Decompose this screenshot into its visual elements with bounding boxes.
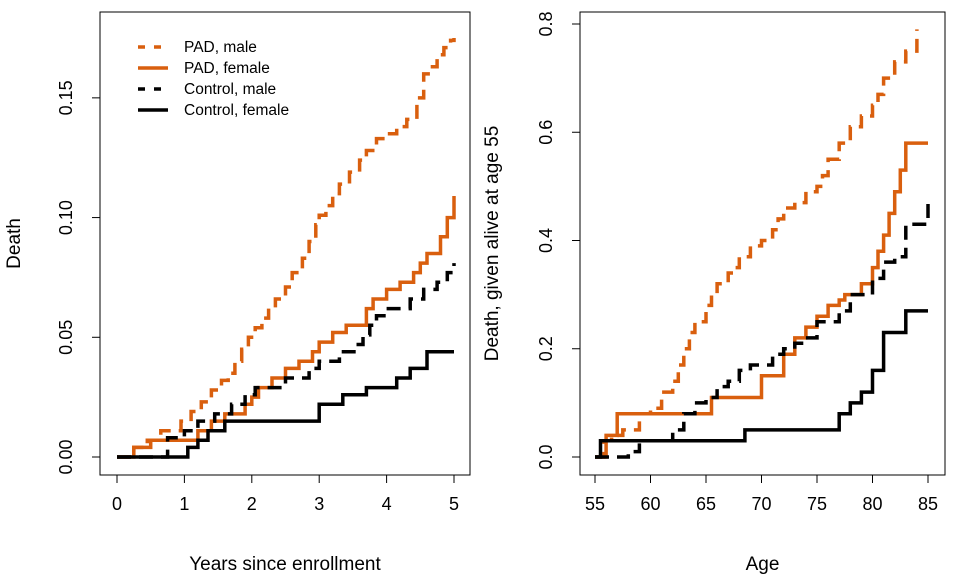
series-line-control-female — [117, 349, 454, 459]
y-tick-label: 0.15 — [56, 80, 76, 115]
series-line-control-male — [117, 263, 456, 459]
legend: PAD, male PAD, female Control, male Control… — [138, 39, 289, 119]
y-tick-label: 0.00 — [56, 439, 76, 474]
y-tick-label: 0.05 — [56, 320, 76, 355]
x-tick-label: 65 — [696, 494, 716, 514]
y-tick-label: 0.6 — [536, 120, 556, 145]
x-tick-label: 55 — [585, 494, 605, 514]
x-tick-label: 0 — [112, 494, 122, 514]
chart-panel-1: 0 1 2 3 4 5 0.00 0.05 0.10 0.15 Years since enroll… — [4, 11, 471, 575]
x-tick-label: 2 — [247, 494, 257, 514]
x-axis-title: Age — [746, 554, 780, 575]
plot-frame — [99, 11, 471, 476]
x-tick-label: 3 — [314, 494, 324, 514]
x-axis-title: Years since enrollment — [189, 554, 381, 575]
x-tick-label: 80 — [862, 494, 882, 514]
y-tick-label: 0.8 — [536, 11, 556, 36]
series-line-control-female — [595, 309, 928, 459]
y-tick-label: 0.2 — [536, 336, 556, 361]
legend-label: PAD, female — [184, 60, 270, 77]
x-tick-label: 60 — [640, 494, 660, 514]
x-tick-label: 5 — [449, 494, 459, 514]
legend-label: Control, female — [184, 102, 289, 119]
y-axis-title: Death, given alive at age 55 — [482, 126, 503, 362]
x-tick-label: 4 — [382, 494, 392, 514]
series-line-pad-female — [595, 141, 928, 459]
y-tick-label: 0.0 — [536, 444, 556, 469]
y-tick-label: 0.4 — [536, 228, 556, 253]
y-tick-label: 0.10 — [56, 200, 76, 235]
chart-panel-2: 55 60 65 70 75 80 85 0.0 0.2 0.4 0.6 0.8 Age Death, g… — [482, 11, 946, 575]
series-line-control-male — [595, 202, 930, 459]
x-tick-label: 85 — [918, 494, 938, 514]
series-line-pad-male — [595, 29, 919, 459]
series-line-pad-male — [117, 38, 456, 459]
y-axis-title: Death — [4, 218, 25, 269]
series-line-pad-female — [117, 196, 456, 459]
legend-label: Control, male — [184, 81, 276, 98]
x-tick-label: 75 — [807, 494, 827, 514]
x-tick-label: 70 — [751, 494, 771, 514]
legend-label: PAD, male — [184, 39, 257, 56]
x-tick-label: 1 — [179, 494, 189, 514]
